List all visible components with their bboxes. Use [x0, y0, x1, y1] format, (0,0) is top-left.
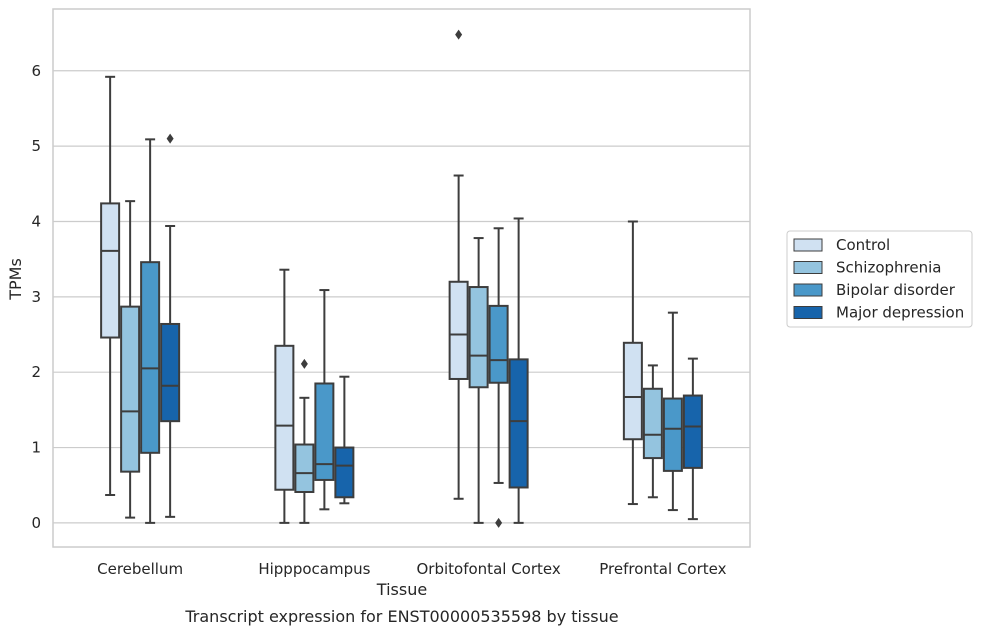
legend-frame [786, 230, 973, 328]
y-tick-label: 1 [31, 439, 41, 457]
box-plot-box [120, 200, 141, 519]
box-plot-marks [100, 29, 703, 528]
outlier-point [455, 29, 463, 40]
box-plot-box [294, 358, 315, 524]
legend-swatch [793, 238, 823, 252]
interquartile-box [662, 397, 683, 472]
interquartile-box [488, 304, 509, 384]
x-tick-label: Prefrontal Cortex [599, 560, 726, 578]
interquartile-box [100, 202, 121, 339]
interquartile-box [448, 280, 469, 380]
box-plot-box [274, 268, 295, 524]
interquartile-box [682, 394, 703, 469]
interquartile-box [334, 446, 355, 499]
outlier-point [495, 517, 503, 528]
interquartile-box [294, 443, 315, 493]
interquartile-box [140, 261, 161, 454]
box-plot-box [508, 217, 529, 524]
box-plot-box [140, 138, 161, 524]
box-plot-box [682, 357, 703, 521]
y-tick-labels: 0 1 2 3 4 5 6 [31, 62, 41, 532]
legend-swatch [793, 261, 823, 274]
legend-entry: Control [836, 236, 890, 254]
interquartile-box [642, 387, 663, 460]
y-tick-label: 5 [31, 137, 41, 155]
x-tick-labels: Cerebellum Hipppocampus Orbitofontal Corte… [97, 560, 726, 578]
outlier-point [300, 358, 308, 369]
box-plot-box [622, 220, 643, 506]
legend-entry: Major depression [836, 304, 964, 322]
chart-caption: Transcript expression for ENST0000053559… [184, 607, 618, 626]
box-plot-box [314, 289, 335, 511]
interquartile-box [274, 344, 295, 491]
box-plot-box [642, 364, 663, 499]
legend-entry: Bipolar disorder [836, 281, 956, 299]
x-axis-title: Tissue [376, 580, 427, 599]
box-plot-box [160, 133, 181, 518]
y-axis-title: TPMs [6, 258, 25, 301]
y-tick-label: 3 [31, 288, 41, 306]
outlier-point [166, 133, 174, 144]
box-plot-box [448, 29, 469, 500]
legend-swatch [793, 306, 823, 319]
legend: Control Schizophrenia Bipolar disorder Majo… [786, 230, 973, 328]
y-tick-label: 4 [31, 212, 41, 230]
x-tick-label: Hipppocampus [258, 560, 370, 578]
x-tick-label: Orbitofontal Cortex [417, 560, 561, 578]
box-plot-box [334, 375, 355, 505]
interquartile-box [622, 341, 643, 441]
y-tick-label: 2 [31, 363, 41, 381]
interquartile-box [160, 322, 181, 423]
y-tick-label: 0 [31, 514, 41, 532]
x-tick-label: Cerebellum [97, 560, 183, 578]
interquartile-box [120, 305, 141, 473]
box-plot-box [488, 227, 509, 528]
interquartile-box [468, 286, 489, 389]
legend-entry: Schizophrenia [836, 259, 941, 277]
legend-swatch [793, 283, 823, 297]
interquartile-box [314, 382, 335, 481]
box-plot-box [468, 237, 489, 524]
interquartile-box [508, 358, 529, 489]
box-plot-box [100, 75, 121, 497]
plot-area-frame [52, 8, 751, 548]
y-tick-label: 6 [31, 62, 41, 80]
box-plot-box [662, 311, 683, 512]
